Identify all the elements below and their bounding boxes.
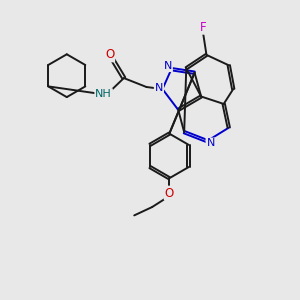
Text: N: N [164,61,172,71]
Text: N: N [206,139,215,148]
Text: N: N [155,82,163,93]
Text: O: O [105,48,114,62]
Text: O: O [165,187,174,200]
Text: F: F [200,21,206,34]
Text: NH: NH [95,89,112,99]
